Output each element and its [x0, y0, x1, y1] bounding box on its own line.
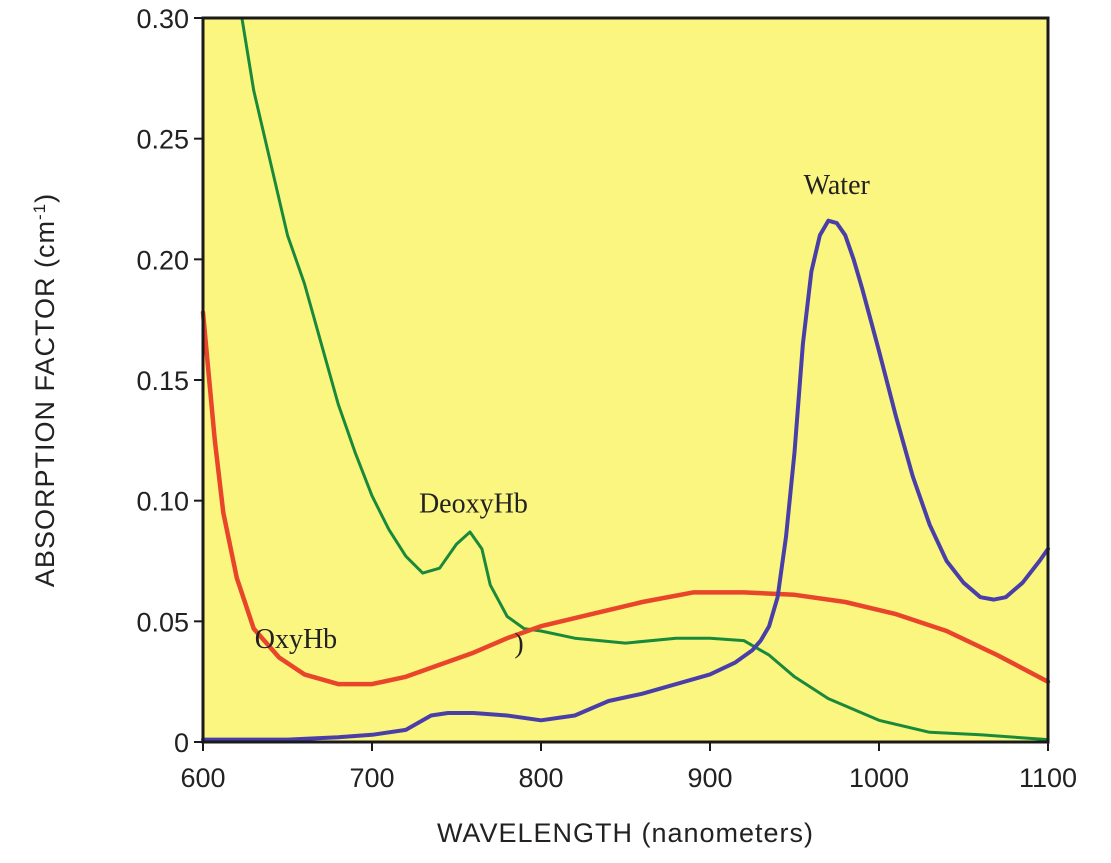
series-label-deoxyhb: DeoxyHb: [419, 489, 528, 520]
y-tick-label: 0.30: [136, 4, 189, 34]
series-line-deoxyhb: [240, 16, 1050, 742]
x-axis-ticks: 600 700 800 900 1000 1100: [180, 742, 1077, 793]
series-label-oxyhb: OxyHb: [255, 624, 337, 655]
annotation-mark: ): [514, 629, 523, 660]
x-tick-label: 900: [687, 763, 732, 793]
x-tick-label: 1000: [849, 763, 909, 793]
series-line-oxyhb: [200, 310, 1051, 687]
y-tick-label: 0.20: [136, 245, 189, 275]
y-tick-label: 0.05: [136, 607, 189, 637]
x-tick-label: 700: [349, 763, 394, 793]
x-tick-label: 800: [518, 763, 563, 793]
series-line-water: [201, 218, 1050, 742]
x-axis-title: WAVELENGTH (nanometers): [437, 818, 814, 848]
y-axis-title-superscript: -1: [30, 203, 49, 220]
plot-background: [203, 18, 1048, 742]
y-axis-ticks: 0 0.05 0.10 0.15 0.20 0.25 0.30: [136, 4, 203, 758]
y-tick-label: 0.10: [136, 487, 189, 517]
series-labels: DeoxyHb OxyHb Water): [255, 170, 871, 660]
series-curves: [200, 16, 1051, 742]
y-tick-label: 0: [174, 728, 189, 758]
y-axis-title-end: ): [30, 193, 60, 203]
y-axis-title: ABSORPTION FACTOR (cm-1): [30, 193, 61, 587]
x-tick-label: 600: [180, 763, 225, 793]
y-tick-label: 0.25: [136, 125, 189, 155]
series-label-water: Water: [804, 170, 871, 201]
y-tick-label: 0.15: [136, 366, 189, 396]
x-tick-label: 1100: [1019, 763, 1077, 793]
y-axis-title-main: ABSORPTION FACTOR (cm: [30, 220, 60, 587]
